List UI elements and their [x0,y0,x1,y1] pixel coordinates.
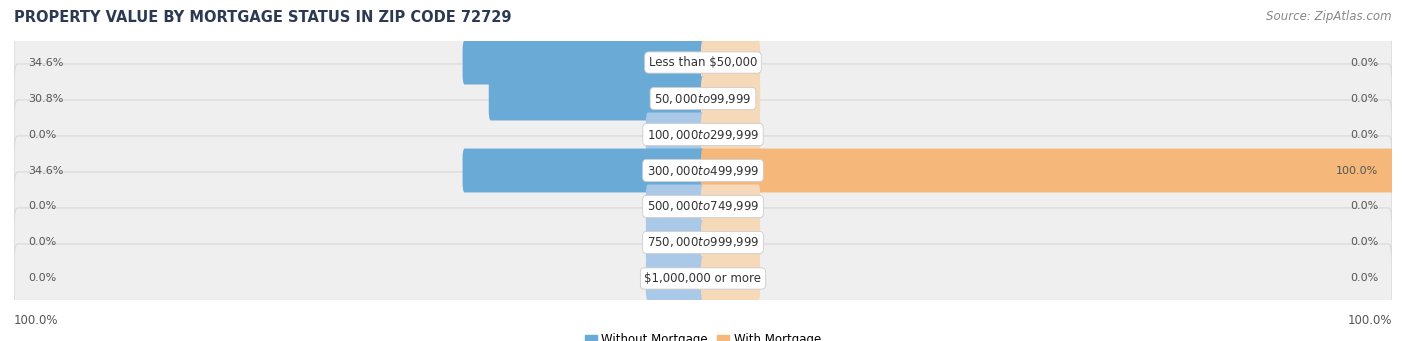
Text: 100.0%: 100.0% [1336,165,1378,176]
Text: 34.6%: 34.6% [28,58,63,68]
Text: $750,000 to $999,999: $750,000 to $999,999 [647,236,759,250]
FancyBboxPatch shape [463,41,704,85]
Text: $100,000 to $299,999: $100,000 to $299,999 [647,128,759,142]
FancyBboxPatch shape [702,184,761,228]
FancyBboxPatch shape [702,256,761,300]
FancyBboxPatch shape [14,172,1392,241]
Text: 34.6%: 34.6% [28,165,63,176]
Text: 0.0%: 0.0% [1350,93,1378,104]
FancyBboxPatch shape [14,208,1392,277]
Text: $50,000 to $99,999: $50,000 to $99,999 [654,91,752,105]
Text: 0.0%: 0.0% [1350,202,1378,211]
FancyBboxPatch shape [14,64,1392,133]
FancyBboxPatch shape [645,256,704,300]
Text: 0.0%: 0.0% [1350,58,1378,68]
FancyBboxPatch shape [702,41,761,85]
Text: 0.0%: 0.0% [28,273,56,283]
Text: Source: ZipAtlas.com: Source: ZipAtlas.com [1267,10,1392,23]
FancyBboxPatch shape [702,113,761,157]
Text: 0.0%: 0.0% [1350,130,1378,139]
FancyBboxPatch shape [14,100,1392,169]
FancyBboxPatch shape [489,77,704,120]
Text: $300,000 to $499,999: $300,000 to $499,999 [647,163,759,178]
Text: $500,000 to $749,999: $500,000 to $749,999 [647,199,759,213]
FancyBboxPatch shape [702,149,1393,192]
Text: 0.0%: 0.0% [28,202,56,211]
Text: 0.0%: 0.0% [28,237,56,248]
FancyBboxPatch shape [645,113,704,157]
FancyBboxPatch shape [702,221,761,265]
FancyBboxPatch shape [14,244,1392,313]
Text: PROPERTY VALUE BY MORTGAGE STATUS IN ZIP CODE 72729: PROPERTY VALUE BY MORTGAGE STATUS IN ZIP… [14,10,512,25]
FancyBboxPatch shape [645,184,704,228]
Legend: Without Mortgage, With Mortgage: Without Mortgage, With Mortgage [581,329,825,341]
Text: 100.0%: 100.0% [1347,314,1392,327]
FancyBboxPatch shape [463,149,704,192]
Text: Less than $50,000: Less than $50,000 [648,56,758,69]
FancyBboxPatch shape [645,221,704,265]
FancyBboxPatch shape [702,77,761,120]
Text: 30.8%: 30.8% [28,93,63,104]
Text: 100.0%: 100.0% [14,314,59,327]
Text: 0.0%: 0.0% [1350,273,1378,283]
FancyBboxPatch shape [14,136,1392,205]
Text: 0.0%: 0.0% [1350,237,1378,248]
Text: $1,000,000 or more: $1,000,000 or more [644,272,762,285]
FancyBboxPatch shape [14,28,1392,97]
Text: 0.0%: 0.0% [28,130,56,139]
